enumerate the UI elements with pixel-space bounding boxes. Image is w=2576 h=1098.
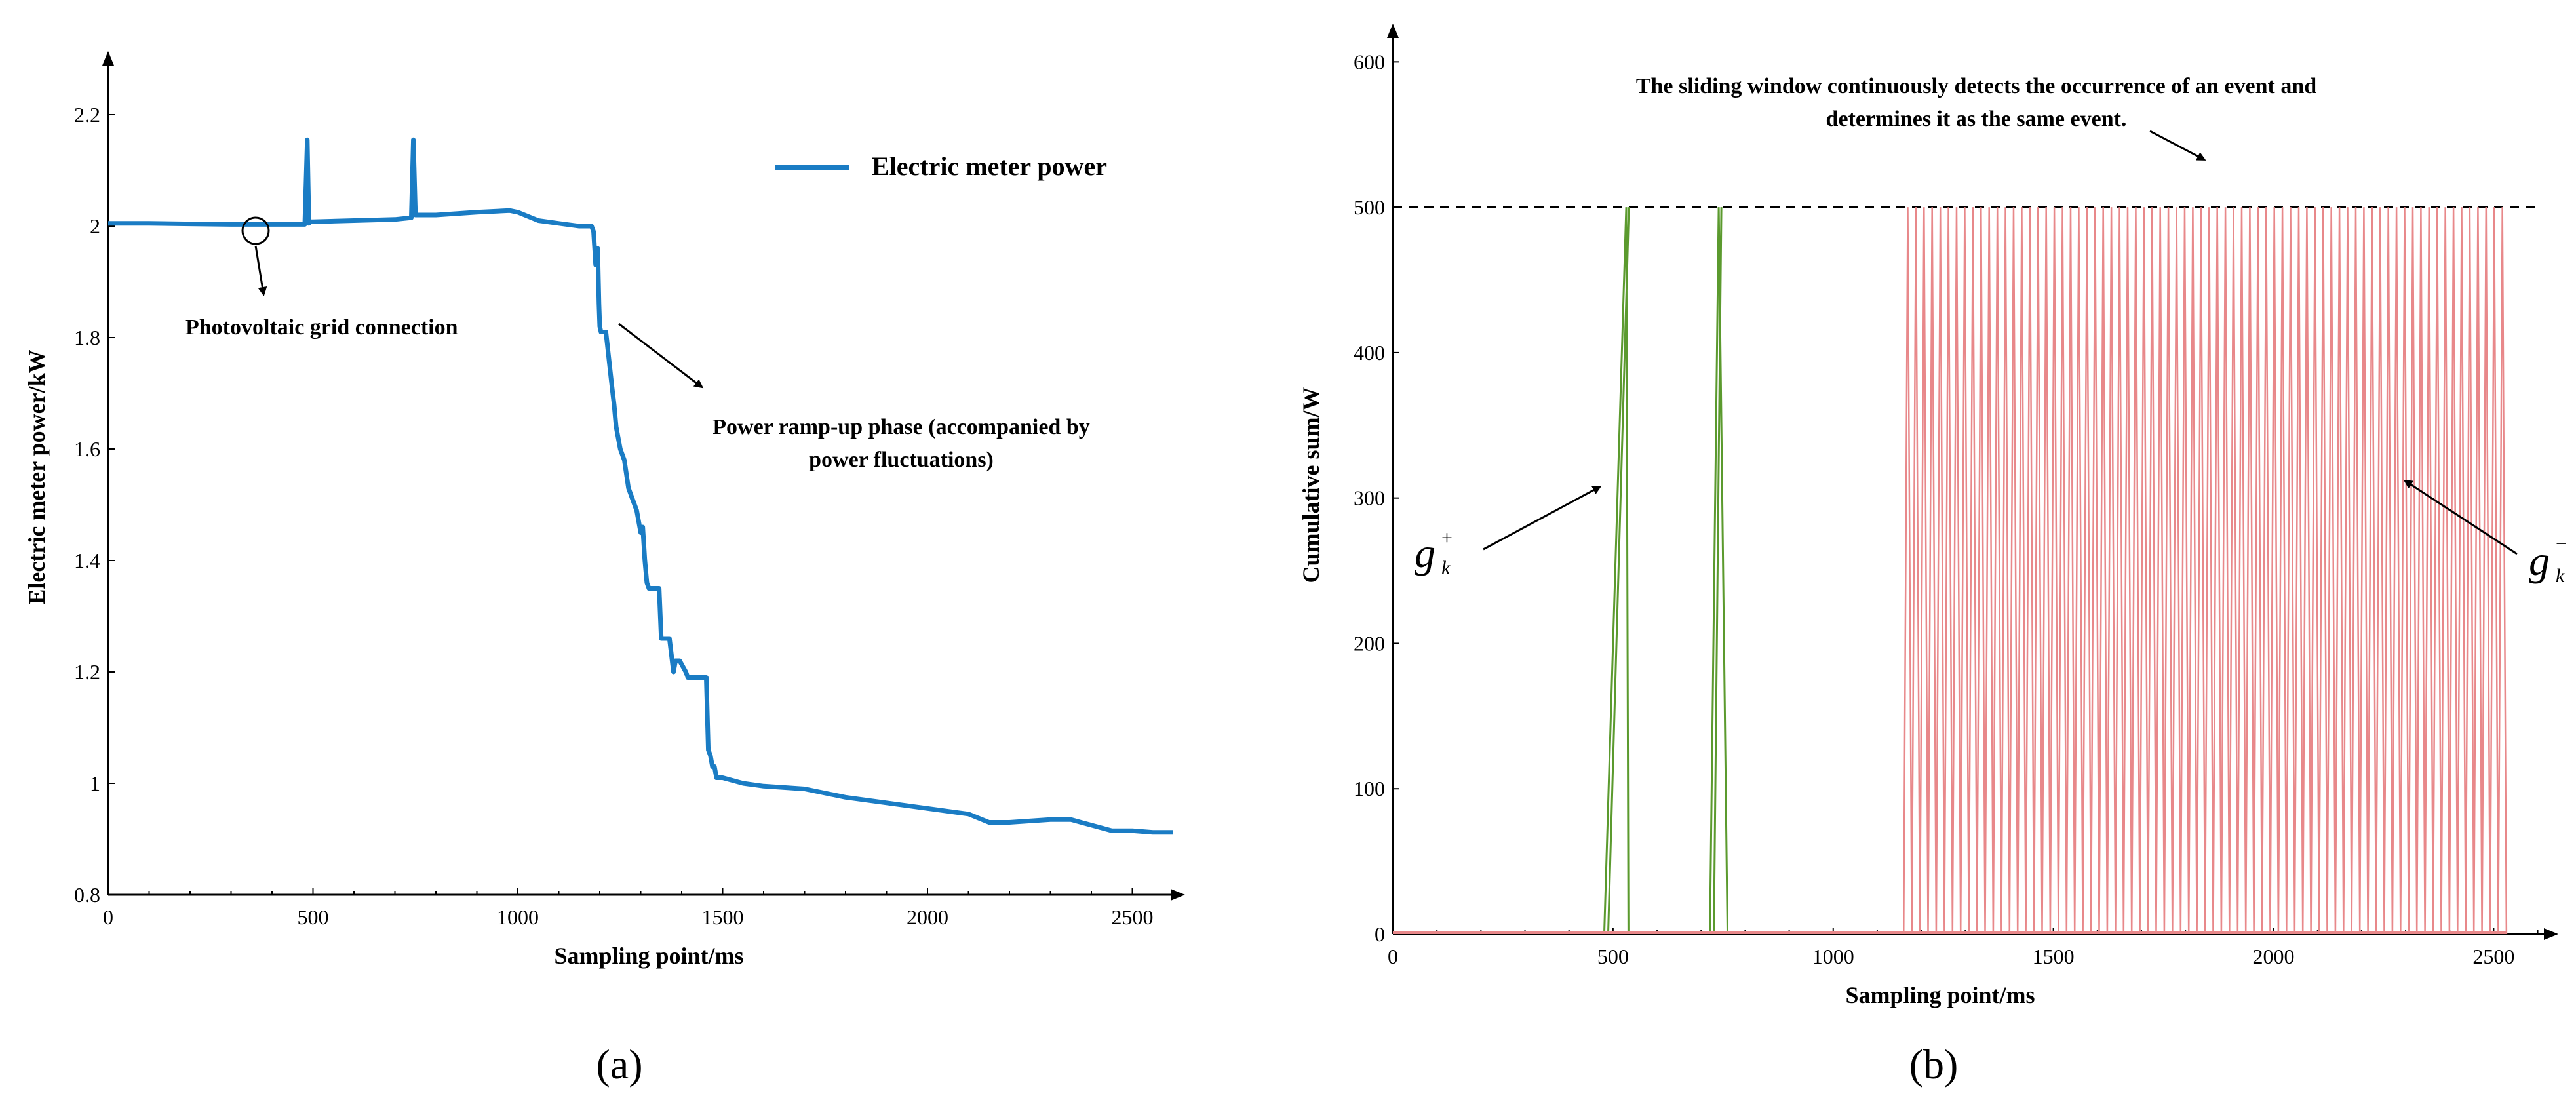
- chart-a-annotation-arrow-2: [618, 323, 704, 389]
- chart-a-y-tick-label: 1.6: [74, 437, 100, 461]
- chart-b-y-ticks: 0 100 200 300 400 500 600: [1354, 50, 1399, 946]
- chart-b-y-axis-arrow: [1387, 24, 1399, 38]
- chart-b-y-tick-label: 100: [1354, 777, 1385, 800]
- chart-b-y-tick-label: 400: [1354, 341, 1385, 364]
- chart-a-x-tick-label: 1000: [497, 905, 539, 929]
- chart-b-y-tick-label: 0: [1375, 922, 1385, 946]
- chart-a-annotation-ramp-line1: Power ramp-up phase (accompanied by: [712, 415, 1090, 439]
- chart-b-y-tick-label: 200: [1354, 631, 1385, 655]
- chart-b-y-tick-label: 500: [1354, 195, 1385, 219]
- chart-b-series-g-minus: [1902, 207, 2508, 935]
- chart-a-y-ticks: 0.8 1 1.2 1.4 1.6 1.8 2 2.2: [74, 103, 115, 907]
- chart-b-x-axis-title: Sampling point/ms: [1845, 982, 2035, 1008]
- chart-a-x-tick-label: 500: [298, 905, 329, 929]
- chart-b-y-axis-title: Cumulative sum/W: [1298, 387, 1324, 583]
- chart-a-x-axis-arrow: [1171, 889, 1185, 901]
- panel-label-a: (a): [596, 1041, 642, 1088]
- chart-a-annotation-arrow-1: [254, 245, 267, 296]
- chart-a-annotation-circle: [241, 216, 270, 245]
- chart-b-y-tick-label: 300: [1354, 486, 1385, 510]
- chart-a-x-tick-label: 1500: [702, 905, 744, 929]
- svg-text:k: k: [2556, 565, 2565, 587]
- chart-a-y-tick-label: 0.8: [74, 883, 100, 907]
- chart-b-annotation-line2: determines it as the same event.: [1826, 107, 2127, 131]
- chart-b-x-tick-label: 2000: [2253, 945, 2295, 968]
- svg-text:g: g: [1415, 530, 1435, 576]
- chart-a-y-tick-label: 1.8: [74, 326, 100, 349]
- chart-a-x-tick-label: 0: [103, 905, 113, 929]
- chart-b-y-tick-label: 600: [1354, 50, 1385, 73]
- chart-a-y-tick-label: 2.2: [74, 103, 100, 127]
- chart-b-x-axis-arrow: [2544, 928, 2558, 940]
- chart-a-y-axis-title: Electric meter power/kW: [24, 349, 50, 604]
- chart-a-y-tick-label: 1: [90, 772, 100, 795]
- svg-text:+: +: [1441, 527, 1453, 549]
- chart-b-x-tick-label: 1500: [2033, 945, 2075, 968]
- chart-b-x-tick-label: 1000: [1812, 945, 1854, 968]
- chart-a-y-tick-label: 2: [90, 214, 100, 238]
- chart-a-annotation-ramp-line2: power fluctuations): [809, 448, 994, 472]
- chart-a-legend-label: Electric meter power: [872, 151, 1107, 181]
- chart-b-annotation-line1: The sliding window continuously detects …: [1636, 74, 2316, 98]
- chart-b-x-tick-label: 500: [1597, 945, 1629, 968]
- svg-text:g: g: [2529, 538, 2550, 584]
- chart-b-label-g-minus: g − k: [2529, 533, 2567, 587]
- chart-a-x-ticks: 0 500 1000 1500 2000 2500: [103, 888, 1174, 929]
- chart-b-annotation-arrow: [2149, 130, 2206, 161]
- chart-b-arrow-g-plus: [1483, 486, 1602, 551]
- chart-b-label-g-plus: g + k: [1415, 527, 1453, 579]
- svg-text:−: −: [2556, 533, 2567, 555]
- chart-a-x-axis-title: Sampling point/ms: [554, 943, 743, 969]
- chart-a-x-tick-label: 2500: [1112, 905, 1154, 929]
- chart-b-arrow-g-minus: [2403, 479, 2518, 555]
- panel-label-b: (b): [1909, 1041, 1959, 1088]
- chart-a-series-line: [108, 137, 1173, 835]
- chart-b-x-tick-label: 0: [1388, 945, 1398, 968]
- chart-a-y-tick-label: 1.2: [74, 660, 100, 684]
- chart-a: 0.8 1 1.2 1.4 1.6 1.8 2 2.2 0 500 1000 1500 2000 250…: [24, 51, 1185, 1088]
- chart-a-x-tick-label: 2000: [907, 905, 948, 929]
- chart-b-series-g-plus: [1603, 207, 1729, 935]
- chart-b: 0 100 200 300 400 500 600 0 500 1000 1500 2000 2500…: [1298, 24, 2567, 1088]
- chart-a-y-axis-arrow: [102, 51, 114, 66]
- chart-b-x-tick-label: 2500: [2472, 945, 2514, 968]
- chart-a-annotation-pv: Photovoltaic grid connection: [185, 315, 458, 340]
- chart-a-legend: Electric meter power: [775, 151, 1107, 181]
- chart-a-y-tick-label: 1.4: [74, 549, 100, 572]
- chart-b-x-ticks: 0 500 1000 1500 2000 2500: [1388, 928, 2539, 968]
- svg-text:k: k: [1441, 557, 1451, 579]
